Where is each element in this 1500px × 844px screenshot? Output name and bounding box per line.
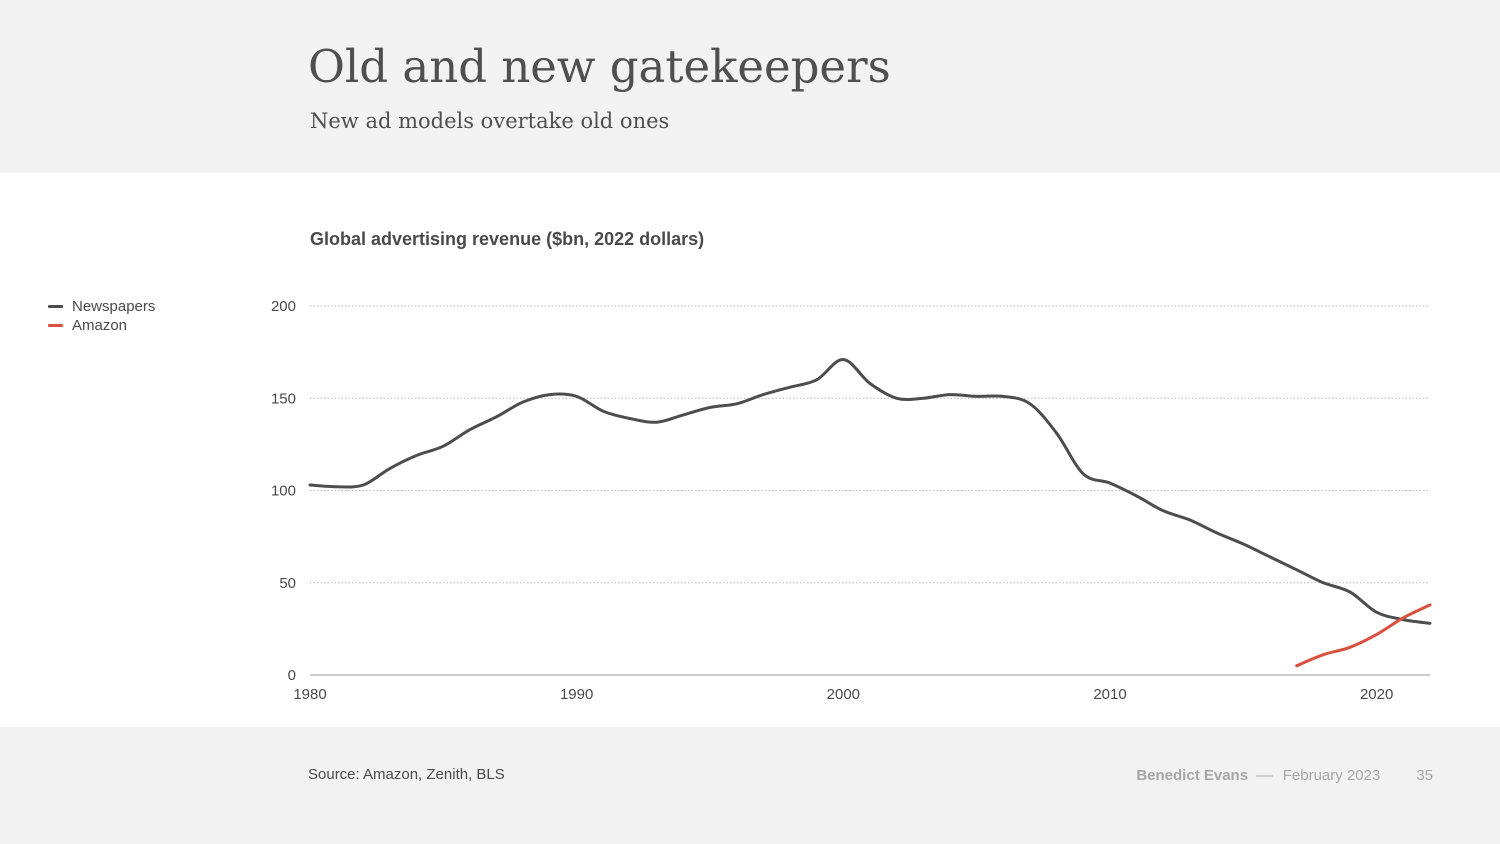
legend-swatch-amazon	[48, 324, 63, 327]
presentation-date: February 2023	[1282, 767, 1381, 784]
legend-label-amazon: Amazon	[72, 317, 128, 334]
x-tick-label: 1980	[293, 686, 326, 703]
chart-legend: Newspapers Amazon	[48, 297, 155, 335]
line-chart: 0 50 100 150 200 1980 1990 2000 2010 2020	[271, 298, 1432, 703]
legend-item-newspapers: Newspapers	[48, 297, 155, 316]
legend-swatch-newspapers	[48, 305, 63, 308]
chart-panel: Global advertising revenue ($bn, 2022 do…	[0, 173, 1500, 727]
y-tick-label: 0	[288, 667, 296, 684]
source-note: Source: Amazon, Zenith, BLS	[308, 766, 505, 783]
chart-title: Global advertising revenue ($bn, 2022 do…	[310, 229, 705, 249]
slide-footer: Source: Amazon, Zenith, BLS Benedict Eva…	[0, 727, 1500, 844]
legend-label-newspapers: Newspapers	[72, 298, 156, 315]
page-number: 35	[1416, 767, 1433, 784]
series-line-amazon	[1295, 603, 1432, 668]
slide-subtitle: New ad models overtake old ones	[310, 109, 670, 133]
x-tick-label: 2020	[1360, 686, 1393, 703]
byline-separator: ––	[1256, 767, 1273, 784]
legend-item-amazon: Amazon	[48, 316, 155, 335]
x-tick-label: 2010	[1093, 686, 1126, 703]
slide-title: Old and new gatekeepers	[308, 40, 891, 93]
y-tick-label: 100	[271, 483, 296, 500]
x-tick-label: 2000	[827, 686, 860, 703]
y-tick-label: 150	[271, 390, 296, 407]
slide-header: Old and new gatekeepers New ad models ov…	[0, 0, 1500, 173]
x-tick-label: 1990	[560, 686, 593, 703]
byline: Benedict Evans –– February 2023 35	[1136, 767, 1433, 784]
author-name: Benedict Evans	[1136, 767, 1249, 784]
y-tick-label: 200	[271, 298, 296, 315]
y-tick-label: 50	[279, 575, 296, 592]
series-line-newspapers	[308, 358, 1432, 625]
